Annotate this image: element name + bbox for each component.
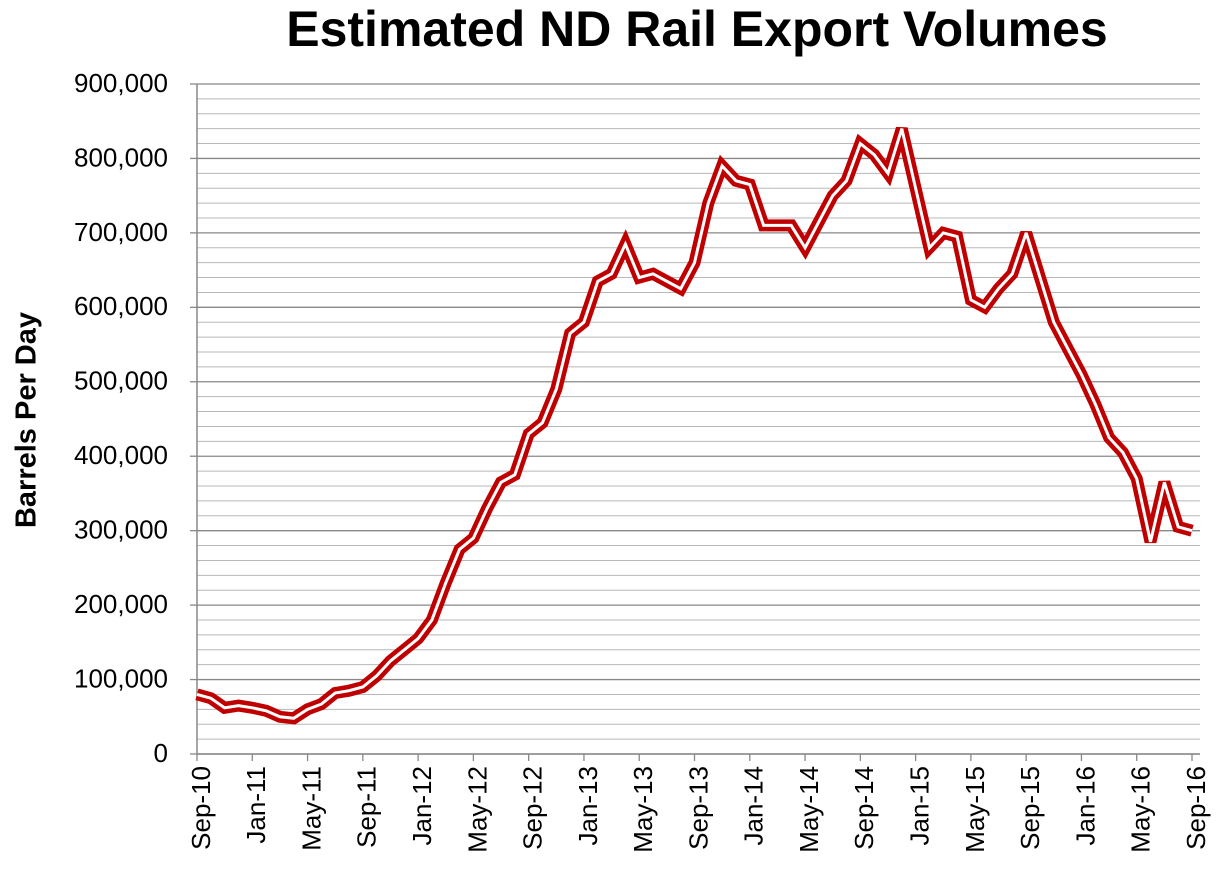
y-tick-label: 800,000: [74, 142, 168, 172]
y-tick-label: 600,000: [74, 291, 168, 321]
y-tick-label: 200,000: [74, 589, 168, 619]
x-tick-label: May-14: [794, 766, 824, 853]
line: [195, 126, 1194, 725]
x-tick-label: May-15: [960, 766, 990, 853]
x-tick-label: May-11: [296, 766, 326, 851]
y-tick-label: 100,000: [74, 663, 168, 693]
y-axis-title: Barrels Per Day: [11, 312, 43, 528]
x-tick-label: Sep-13: [683, 766, 713, 850]
x-tick-label: May-13: [628, 766, 658, 853]
x-tick-label: Jan-13: [573, 766, 603, 846]
x-tick-label: Sep-16: [1181, 766, 1211, 850]
y-tick-label: 0: [154, 738, 168, 768]
chart-title: Estimated ND Rail Export Volumes: [286, 1, 1107, 57]
y-tick-label: 400,000: [74, 440, 168, 470]
x-tick-label: Jan-16: [1070, 766, 1100, 846]
y-tick-label: 500,000: [74, 366, 168, 396]
x-tick-label: Jan-11: [241, 766, 271, 844]
x-tick-label: Sep-15: [1015, 766, 1045, 850]
x-tick-label: Sep-14: [849, 766, 879, 850]
x-tick-label: Sep-12: [518, 766, 548, 850]
x-tick-label: May-12: [462, 766, 492, 853]
x-tick-label: Sep-11: [352, 766, 382, 848]
x-tick-label: May-16: [1126, 766, 1156, 853]
y-tick-label: 900,000: [74, 68, 168, 98]
x-tick-label: Jan-12: [407, 766, 437, 846]
x-tick-label: Sep-10: [186, 766, 216, 850]
line-highlight: [196, 128, 1193, 720]
x-tick-label: Jan-14: [739, 766, 769, 846]
y-tick-label: 300,000: [74, 515, 168, 545]
x-tick-label: Jan-15: [904, 766, 934, 846]
y-tick-label: 700,000: [74, 217, 168, 247]
